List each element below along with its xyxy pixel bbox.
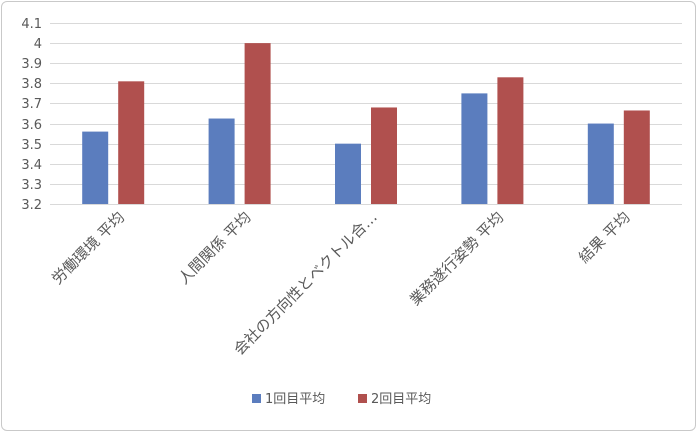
bar-1-5 xyxy=(587,123,614,204)
category-label: 結果 平均 xyxy=(575,208,634,267)
bar-1-3 xyxy=(335,143,361,204)
y-tick-label: 3.6 xyxy=(21,118,42,133)
legend-label: 2回目平均 xyxy=(371,392,431,407)
category-label: 人間関係 平均 xyxy=(175,208,255,288)
category-label: 労働環境 平均 xyxy=(48,208,128,288)
bar-2-1 xyxy=(118,81,145,204)
gridlines xyxy=(50,23,682,205)
bar-2-5 xyxy=(623,110,650,204)
bar-2-2 xyxy=(244,43,271,204)
bar-1-1 xyxy=(82,131,109,204)
bars xyxy=(82,43,650,204)
y-tick-label: 3.5 xyxy=(21,138,42,153)
y-tick-label: 4.1 xyxy=(21,17,42,32)
y-axis: 3.2 3.3 3.4 3.5 3.6 3.7 3.8 3.9 4 4.1 xyxy=(21,17,42,213)
y-tick-label: 3.9 xyxy=(21,57,42,72)
bar-1-2 xyxy=(208,118,235,204)
legend-swatch-1 xyxy=(252,394,261,403)
bar-2-3 xyxy=(371,107,397,204)
bar-1-4 xyxy=(461,93,488,204)
y-tick-label: 3.7 xyxy=(21,97,42,112)
legend: 1回目平均 2回目平均 xyxy=(252,392,431,407)
y-tick-label: 3.2 xyxy=(21,198,42,213)
y-tick-label: 3.8 xyxy=(21,77,42,92)
category-label: 会社の方向性とベクトル合… xyxy=(230,208,381,359)
y-tick-label: 3.3 xyxy=(21,178,42,193)
bar-2-4 xyxy=(497,77,524,204)
legend-label: 1回目平均 xyxy=(265,392,325,407)
y-tick-label: 4 xyxy=(34,37,42,52)
category-label: 業務遂行姿勢 平均 xyxy=(406,208,507,309)
y-tick-label: 3.4 xyxy=(21,158,42,173)
legend-swatch-2 xyxy=(358,394,367,403)
